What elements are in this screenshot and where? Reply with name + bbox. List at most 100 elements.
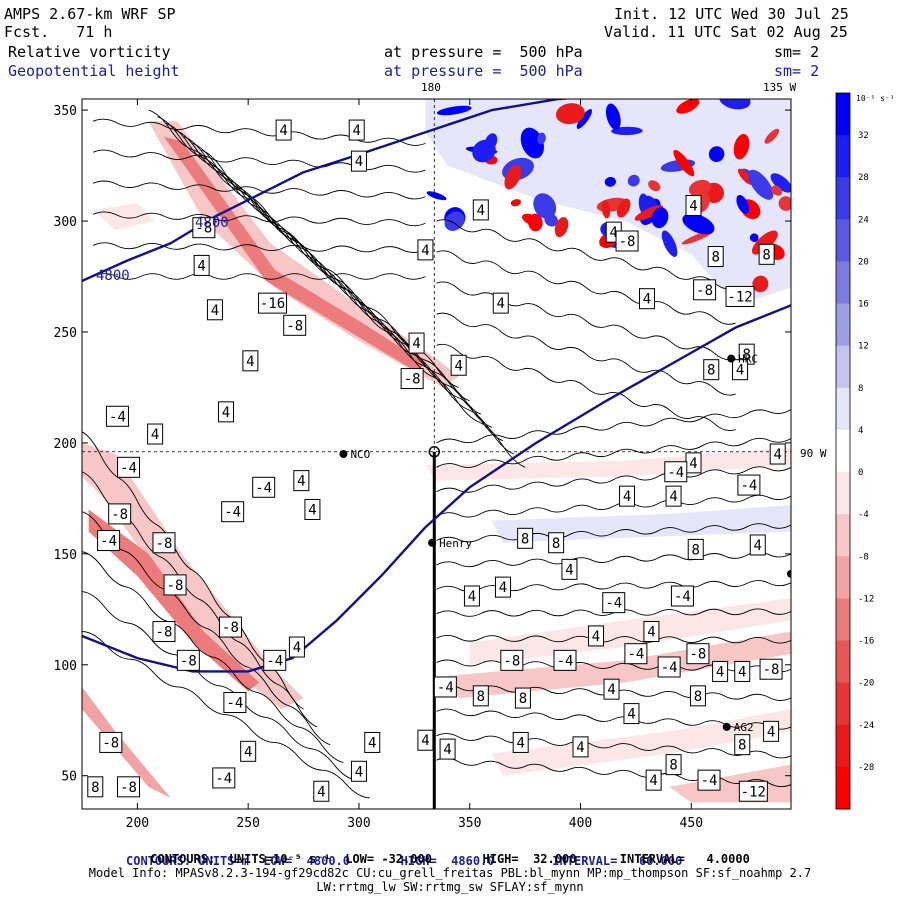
colorbar-segment	[836, 472, 850, 515]
colorbar-tick-label: 24	[858, 215, 869, 225]
contour-label-text: 4	[211, 303, 219, 319]
colorbar-segment	[836, 261, 850, 305]
contour-label-box	[645, 769, 662, 791]
neg-band-4	[469, 598, 791, 665]
contour-label-text: 8	[519, 691, 527, 707]
contour-label-text: 8	[91, 780, 99, 796]
contour-label-box	[687, 538, 704, 560]
contour-label: -8	[152, 532, 176, 554]
neg-band-2	[82, 442, 304, 710]
contour-label-box	[763, 720, 780, 742]
colorbar-segment	[836, 598, 850, 642]
contour-label: -8	[176, 649, 200, 671]
contour-label-box	[463, 585, 480, 607]
vort-contour	[92, 273, 426, 280]
contour-label: 8	[687, 538, 704, 560]
contour-label: 8	[514, 687, 531, 709]
colorbar-tick-label: -24	[858, 721, 874, 731]
contour-label-text: -4	[605, 596, 622, 612]
vort-contour	[436, 733, 791, 759]
contour-label-text: 8	[762, 247, 770, 263]
contour-label: -8	[615, 230, 639, 252]
x-tick-label: 250	[236, 816, 259, 831]
contour-label-box	[417, 729, 434, 751]
contour-label-box	[258, 292, 288, 314]
contour-label: 4	[288, 636, 305, 658]
contour-label-text: 8	[692, 542, 700, 558]
colorbar-segment	[836, 766, 850, 810]
storm-cell	[673, 149, 695, 177]
contour-label: 4	[494, 576, 511, 598]
contour-label: 4	[193, 254, 210, 276]
storm-cell	[576, 109, 593, 129]
contour-label: 4	[408, 332, 425, 354]
contour-label-text: 4	[497, 296, 505, 312]
contour-label-box	[685, 195, 702, 216]
contour-label-text: -4	[740, 478, 757, 494]
contour-label: 4	[665, 485, 682, 507]
contour-label-box	[99, 731, 123, 753]
contour-label: -8	[218, 616, 242, 638]
footer-line4: LW:rrtmg_lw SW:rrtmg_sw SFLAY:sf_mynn	[316, 880, 584, 894]
contour-label-box	[572, 736, 589, 758]
vort-contour	[436, 343, 736, 432]
contour-label: 4	[619, 485, 636, 507]
colorbar-tick-label: -20	[858, 679, 874, 689]
contour-label: -4	[553, 649, 577, 671]
contour-label: 8	[758, 243, 775, 265]
contour-label-text: 8	[669, 758, 677, 774]
station-marker	[428, 538, 437, 547]
contour-label-text: -8	[404, 372, 421, 388]
contour-label: 4	[572, 736, 589, 758]
contour-label: 4	[417, 239, 434, 261]
contour-label-box	[206, 299, 223, 321]
contour-label: 4	[769, 443, 786, 465]
contour-label-box	[212, 767, 236, 789]
height-4800-label-b: 4800	[96, 268, 130, 284]
contour-label-text: -12	[741, 784, 766, 800]
contour-label: -4	[221, 501, 245, 523]
contour-label: 4	[417, 729, 434, 751]
storm-cell	[611, 126, 643, 136]
colorbar-tick-label: -4	[858, 510, 869, 520]
contour-label-box	[689, 685, 706, 707]
contour-label: 4	[712, 660, 729, 682]
contour-label-text: 8	[521, 531, 529, 547]
vort-contour	[436, 523, 791, 543]
contour-label-text: 4	[279, 123, 287, 139]
contour-label: -4	[697, 769, 721, 791]
contour-label-text: 4	[623, 489, 631, 505]
height-4800-label-a: 4800	[195, 215, 229, 231]
contour-label-box	[439, 738, 456, 760]
contour-label: -4	[737, 474, 761, 496]
contour-label-text: 8	[711, 250, 719, 266]
contour-label-box	[450, 354, 467, 376]
contour-label-text: 4	[716, 664, 724, 680]
storm-cell	[751, 230, 778, 255]
contour-label-text: 4	[610, 225, 618, 241]
contour-label-text: -4	[266, 653, 283, 669]
colorbar-segment	[836, 93, 850, 136]
contour-label-box	[759, 658, 783, 680]
contour-label-text: 4	[592, 629, 600, 645]
y-tick-label: 100	[54, 659, 77, 674]
vort-contour	[82, 591, 357, 781]
colorbar-tick-label: -8	[858, 552, 869, 562]
storm-cell	[778, 196, 791, 211]
contour-label-box	[707, 246, 724, 268]
contour-label-text: -8	[102, 735, 119, 751]
contour-label-box	[657, 656, 681, 678]
contour-label: 4	[588, 625, 605, 647]
storm-cell	[601, 200, 611, 219]
contour-label: 4	[763, 720, 780, 742]
storm-cell	[648, 180, 661, 192]
contour-label-box	[408, 332, 425, 354]
smoothing1-label: sm= 2	[774, 43, 820, 61]
y-tick-label: 350	[54, 104, 77, 119]
storm-cell	[736, 194, 750, 214]
contour-label-box	[152, 621, 176, 642]
contour-label-box	[163, 574, 187, 596]
vort-contour	[201, 149, 526, 468]
contour-label-text: 4	[293, 640, 301, 656]
field1-label: Relative vorticity	[8, 43, 171, 61]
